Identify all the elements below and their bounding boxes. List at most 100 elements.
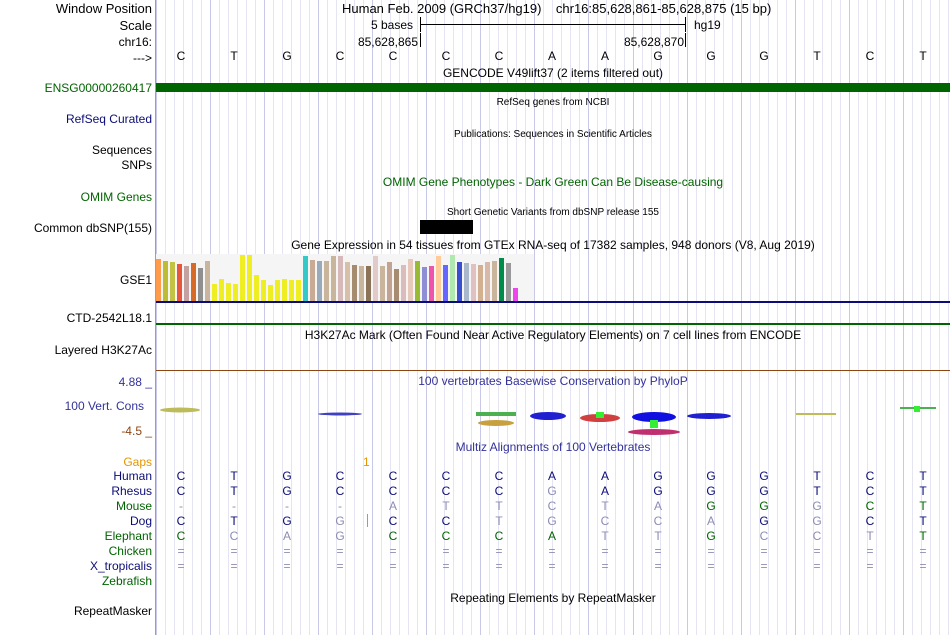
- gtex-tissue-bar[interactable]: [310, 260, 315, 301]
- gtex-tissue-bar[interactable]: [373, 256, 378, 301]
- aligned-base: =: [177, 559, 185, 573]
- gencode-gene-bar[interactable]: [156, 83, 950, 92]
- gtex-tissue-bar[interactable]: [289, 280, 294, 301]
- gtex-tissue-bar[interactable]: [177, 264, 182, 301]
- gtex-tissue-bar[interactable]: [198, 268, 203, 301]
- gtex-tissue-bar[interactable]: [240, 255, 245, 301]
- guide-line: [507, 0, 508, 635]
- base-letter: C: [335, 49, 345, 63]
- gtex-tissue-bar[interactable]: [394, 269, 399, 301]
- gtex-tissue-bar[interactable]: [331, 256, 336, 301]
- gtex-tissue-bar[interactable]: [359, 266, 364, 301]
- gtex-tissue-bar[interactable]: [499, 258, 504, 301]
- gencode-gene-label[interactable]: ENSG00000260417: [44, 81, 152, 95]
- species-label[interactable]: X_tropicalis: [89, 559, 152, 573]
- multiz-track-title: Multiz Alignments of 100 Vertebrates: [455, 440, 651, 454]
- gtex-tissue-bar[interactable]: [191, 263, 196, 301]
- conservation-logo: [160, 406, 936, 435]
- guide-line: [363, 0, 364, 635]
- gtex-tissue-bar[interactable]: [275, 280, 280, 301]
- gtex-gene-label[interactable]: GSE1: [119, 273, 152, 287]
- gtex-tissue-bar[interactable]: [170, 262, 175, 301]
- gtex-tissue-bar[interactable]: [163, 261, 168, 301]
- gtex-tissue-bar[interactable]: [219, 279, 224, 301]
- gtex-tissue-bar[interactable]: [506, 263, 511, 301]
- gtex-tissue-bar[interactable]: [282, 279, 287, 301]
- gtex-tissue-bar[interactable]: [401, 265, 406, 301]
- scale-bar-right-tick: [685, 17, 686, 32]
- base-letter: A: [600, 49, 609, 63]
- h3k27ac-track-label[interactable]: Layered H3K27Ac: [54, 343, 152, 357]
- repeatmasker-track-label[interactable]: RepeatMasker: [73, 604, 152, 618]
- gtex-tissue-bar[interactable]: [485, 262, 490, 301]
- gtex-tissue-bar[interactable]: [478, 265, 483, 301]
- omim-track-label[interactable]: OMIM Genes: [80, 190, 152, 204]
- gtex-tissue-bar[interactable]: [471, 264, 476, 301]
- guide-line: [606, 0, 607, 635]
- gtex-tissue-bar[interactable]: [352, 265, 357, 301]
- gtex-tissue-bar[interactable]: [338, 256, 343, 301]
- aligned-base: C: [176, 514, 186, 528]
- species-label[interactable]: Elephant: [104, 529, 152, 543]
- species-label[interactable]: Mouse: [115, 499, 152, 513]
- species-label[interactable]: Chicken: [108, 544, 152, 558]
- guide-line: [345, 0, 346, 635]
- publications-label-snps[interactable]: SNPs: [121, 158, 152, 172]
- gtex-tissue-bar[interactable]: [408, 259, 413, 301]
- gtex-tissue-bar[interactable]: [184, 266, 189, 301]
- gtex-tissue-bar[interactable]: [450, 255, 455, 301]
- gencode-track-title: GENCODE V49lift37 (2 items filtered out): [442, 66, 664, 80]
- gtex-tissue-bar[interactable]: [261, 280, 266, 301]
- base-letter: T: [230, 49, 238, 63]
- gtex-tissue-bar[interactable]: [366, 266, 371, 301]
- gtex-tissue-bar[interactable]: [436, 256, 441, 301]
- publications-label-sequences[interactable]: Sequences: [91, 143, 152, 157]
- gtex-tissue-bar[interactable]: [212, 284, 217, 301]
- gtex-tissue-bar[interactable]: [324, 261, 329, 301]
- gtex-tissue-bar[interactable]: [317, 261, 322, 301]
- gtex-tissue-bar[interactable]: [226, 283, 231, 301]
- guide-line: [786, 0, 787, 635]
- window-position-value[interactable]: Human Feb. 2009 (GRCh37/hg19) chr16:85,6…: [342, 1, 772, 16]
- gtex-tissue-bar[interactable]: [513, 288, 518, 301]
- species-label[interactable]: Human: [113, 469, 152, 483]
- gtex-tissue-bar[interactable]: [268, 285, 273, 301]
- strand-arrow-label[interactable]: --->: [133, 51, 152, 65]
- guide-line: [894, 0, 895, 635]
- gtex-tissue-bar[interactable]: [429, 266, 434, 301]
- gtex-tissue-bar[interactable]: [415, 261, 420, 301]
- logo-G-pos7: [478, 420, 514, 426]
- aligned-base: A: [706, 514, 715, 528]
- gtex-gene2-label[interactable]: CTD-2542L18.1: [66, 311, 152, 325]
- species-label[interactable]: Rhesus: [111, 484, 152, 498]
- gtex-tissue-bar[interactable]: [254, 275, 259, 301]
- gtex-tissue-bar[interactable]: [205, 261, 210, 301]
- aligned-base: C: [388, 484, 398, 498]
- gtex-tissue-bar[interactable]: [422, 267, 427, 301]
- gtex-tissue-bar[interactable]: [464, 263, 469, 301]
- guide-line: [192, 0, 193, 635]
- logo-A-neg-pos10: [628, 429, 680, 435]
- gtex-tissue-bar[interactable]: [156, 259, 161, 301]
- gtex-tissue-bar[interactable]: [303, 256, 308, 301]
- aligned-base: =: [389, 559, 397, 573]
- guide-line: [552, 0, 553, 635]
- gtex-tissue-bar[interactable]: [247, 255, 252, 301]
- gtex-tissue-bar[interactable]: [296, 280, 301, 301]
- dbsnp-variant-block[interactable]: [420, 220, 473, 234]
- gtex-tissue-bar[interactable]: [387, 262, 392, 301]
- refseq-track-label[interactable]: RefSeq Curated: [65, 112, 152, 126]
- gtex-tissue-bar[interactable]: [443, 265, 448, 301]
- species-label[interactable]: Dog: [129, 514, 152, 528]
- gtex-tissue-bar[interactable]: [233, 284, 238, 301]
- gtex-tissue-bar[interactable]: [492, 261, 497, 301]
- species-label[interactable]: Zebrafish: [101, 574, 152, 588]
- phylop-track-label[interactable]: 100 Vert. Cons: [64, 399, 144, 413]
- aligned-base: T: [495, 514, 503, 528]
- h3k27ac-baseline: [156, 370, 950, 371]
- gtex-tissue-bar[interactable]: [380, 266, 385, 301]
- dbsnp-track-label[interactable]: Common dbSNP(155): [33, 221, 152, 235]
- gtex-tissue-bar[interactable]: [345, 262, 350, 301]
- aligned-base: =: [283, 559, 291, 573]
- gtex-tissue-bar[interactable]: [457, 262, 462, 301]
